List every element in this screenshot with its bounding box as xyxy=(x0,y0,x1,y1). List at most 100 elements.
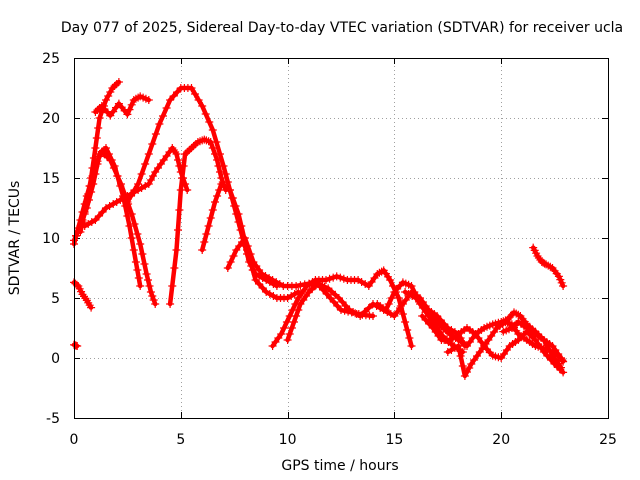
data-point xyxy=(144,96,153,104)
data-point xyxy=(137,170,146,178)
data-point xyxy=(275,280,284,288)
data-point xyxy=(72,231,81,240)
data-point xyxy=(342,302,350,310)
data-point xyxy=(229,252,238,260)
data-point xyxy=(369,312,377,320)
data-point xyxy=(102,204,110,212)
data-point xyxy=(179,162,188,170)
data-point xyxy=(223,178,232,186)
data-point xyxy=(109,200,118,208)
data-point xyxy=(200,238,209,246)
data-point xyxy=(159,112,167,120)
data-point xyxy=(148,292,157,300)
y-tick-label: 10 xyxy=(42,231,60,247)
data-point xyxy=(125,222,134,230)
data-point xyxy=(149,296,158,304)
data-point xyxy=(116,182,125,190)
grid-lines xyxy=(74,58,608,418)
y-tick-label: 5 xyxy=(51,291,60,307)
data-point xyxy=(172,150,181,158)
data-point xyxy=(283,294,292,302)
series-trace-10 xyxy=(198,180,303,302)
data-point xyxy=(87,303,96,312)
data-point xyxy=(89,154,98,162)
data-point xyxy=(125,105,134,114)
data-point xyxy=(87,218,96,226)
data-point xyxy=(119,194,128,202)
data-point xyxy=(140,260,149,268)
data-point xyxy=(292,282,301,290)
series-trace-01 xyxy=(70,340,82,350)
series-trace-06 xyxy=(91,92,153,120)
data-point xyxy=(114,78,123,86)
data-point xyxy=(320,282,329,291)
y-tick-label: 25 xyxy=(42,51,60,67)
data-point xyxy=(170,264,179,272)
data-point xyxy=(110,162,119,170)
data-point xyxy=(92,134,101,142)
data-point xyxy=(262,288,271,296)
data-point xyxy=(130,220,139,228)
data-point xyxy=(443,348,452,356)
data-point xyxy=(296,281,305,290)
data-point xyxy=(80,222,89,230)
data-point xyxy=(352,310,361,318)
data-point xyxy=(429,314,438,322)
data-point xyxy=(81,294,90,303)
data-point xyxy=(211,198,219,206)
data-point xyxy=(168,282,177,290)
data-point xyxy=(261,272,270,280)
data-point xyxy=(559,282,568,290)
data-point xyxy=(398,310,407,318)
data-point xyxy=(129,246,138,254)
data-point xyxy=(405,334,414,342)
x-axis-label: GPS time / hours xyxy=(281,458,398,474)
data-point xyxy=(94,124,103,132)
data-point xyxy=(215,186,224,194)
data-point xyxy=(418,312,427,320)
data-point xyxy=(131,258,140,266)
data-point xyxy=(138,250,147,258)
data-point xyxy=(240,234,249,242)
data-point xyxy=(175,206,184,214)
data-point xyxy=(141,160,150,168)
data-point xyxy=(166,300,175,308)
data-point xyxy=(208,126,217,134)
data-point xyxy=(334,294,343,302)
series-line xyxy=(78,79,122,235)
data-point xyxy=(133,266,142,274)
data-point xyxy=(137,184,146,192)
data-point xyxy=(338,298,347,306)
data-point xyxy=(198,102,207,110)
data-point xyxy=(258,270,266,278)
data-point xyxy=(386,276,395,284)
data-point xyxy=(113,172,122,180)
data-point xyxy=(339,274,348,283)
data-point xyxy=(364,304,373,312)
data-point xyxy=(84,190,93,198)
data-point xyxy=(107,156,116,164)
data-point xyxy=(212,138,221,146)
data-point xyxy=(332,272,341,281)
data-point xyxy=(208,144,217,152)
y-tick-label: 15 xyxy=(42,171,60,187)
data-point xyxy=(127,100,136,109)
data-point xyxy=(243,242,252,250)
data-point xyxy=(387,294,396,302)
data-point xyxy=(208,206,217,214)
data-point xyxy=(559,368,568,377)
data-point xyxy=(187,84,196,92)
data-point xyxy=(325,274,334,283)
data-point xyxy=(204,222,213,230)
data-point xyxy=(202,230,211,238)
data-point xyxy=(166,96,175,104)
data-point xyxy=(354,276,363,284)
series-trace-18 xyxy=(499,318,568,366)
y-tick-label: -5 xyxy=(46,411,60,427)
data-point xyxy=(333,302,342,310)
data-point xyxy=(206,214,215,222)
data-point xyxy=(127,192,135,200)
series-trace-08 xyxy=(166,135,230,308)
data-point xyxy=(454,342,463,350)
